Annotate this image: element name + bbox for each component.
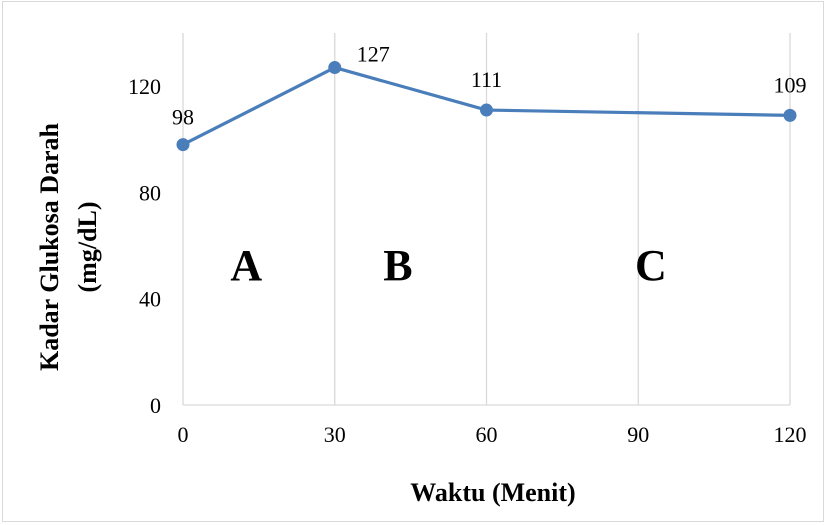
series-group — [176, 61, 797, 152]
data-label: 98 — [172, 105, 194, 130]
region-labels: A B C — [230, 241, 666, 290]
y-axis-title-line1: Kadar Glukosa Darah — [35, 122, 64, 371]
y-axis-title: Kadar Glukosa Darah (mg/dL) — [35, 122, 102, 371]
y-axis-title-line2: (mg/dL) — [73, 202, 102, 293]
data-labels: 98 127 111 109 — [172, 42, 807, 130]
x-axis-title: Waktu (Menit) — [410, 478, 575, 507]
x-tick-label: 60 — [476, 422, 498, 447]
axes — [182, 33, 790, 406]
data-point — [328, 61, 342, 75]
y-tick-label: 80 — [139, 180, 161, 205]
x-tick-label: 120 — [774, 422, 807, 447]
data-point — [176, 138, 190, 152]
x-tick-label: 30 — [324, 422, 346, 447]
x-tick-labels: 0 30 60 90 120 — [178, 422, 807, 447]
y-tick-labels: 0 40 80 120 — [128, 74, 161, 418]
y-tick-label: 0 — [150, 393, 161, 418]
grid-lines — [334, 33, 791, 405]
region-label: B — [383, 241, 412, 290]
y-tick-label: 40 — [139, 287, 161, 312]
data-label: 127 — [357, 42, 390, 67]
x-tick-label: 90 — [627, 422, 649, 447]
data-label: 111 — [471, 67, 502, 92]
data-label: 109 — [774, 72, 807, 97]
region-label: C — [635, 241, 667, 290]
y-tick-label: 120 — [128, 74, 161, 99]
data-point — [480, 103, 493, 117]
series-line — [182, 65, 791, 147]
region-label: A — [230, 241, 262, 290]
x-tick-label: 0 — [178, 422, 189, 447]
data-point — [783, 108, 797, 122]
